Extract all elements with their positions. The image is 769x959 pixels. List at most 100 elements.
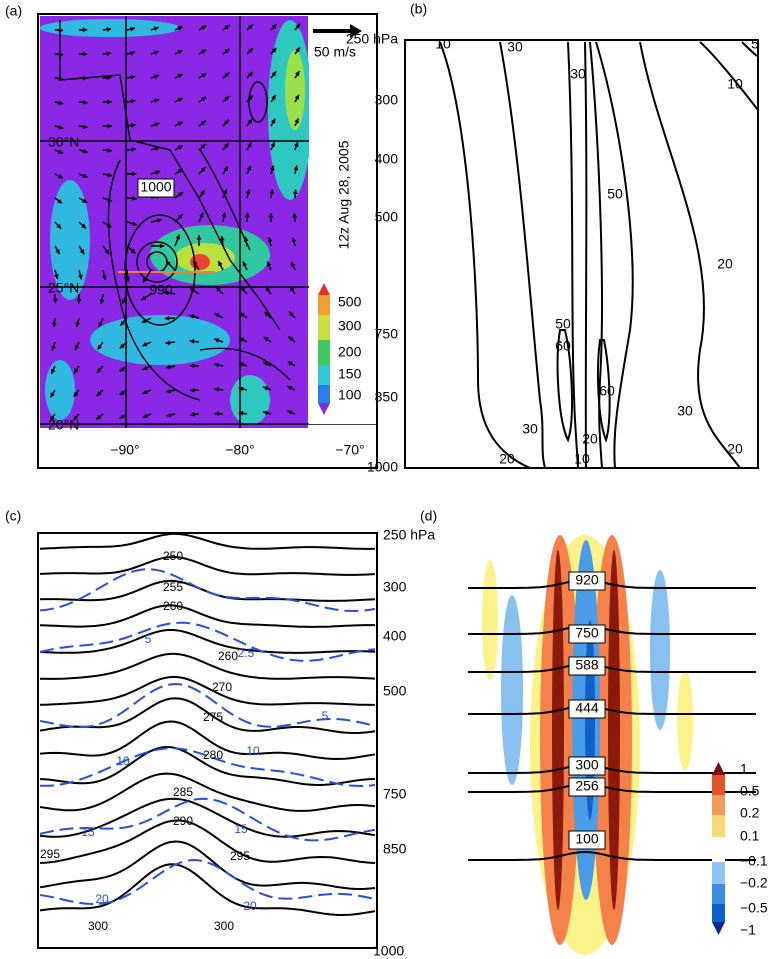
theta-label: 255: [163, 580, 183, 594]
contour-label: 50: [607, 186, 623, 202]
wind-vector-head: [193, 260, 198, 266]
theta-contour: [39, 532, 376, 550]
theta-contour: [39, 797, 376, 838]
wind-vector-head: [107, 172, 113, 178]
contour-label: 444: [575, 700, 599, 716]
wind-vector-head: [177, 97, 183, 103]
theta-contour: [39, 819, 376, 864]
contour-label: 1000: [140, 179, 171, 195]
wind-vector-head: [131, 171, 137, 177]
colorbar-label: 1: [740, 761, 748, 777]
wind-vector-head: [287, 410, 293, 415]
wind-label: 20: [95, 892, 109, 906]
wind-vector-head: [165, 260, 171, 266]
wind-vector-head: [248, 24, 254, 30]
wind-vector-head: [131, 147, 137, 152]
shading: [677, 670, 693, 770]
wind-vector-head: [142, 365, 148, 371]
wind-vector-head: [142, 342, 148, 347]
wind-label: 15: [234, 822, 248, 836]
pressure-label: 750: [375, 326, 399, 342]
contour: [468, 624, 756, 635]
wind-vector-head: [166, 412, 172, 418]
pressure-label: 1000: [373, 943, 404, 959]
wind-vector-head: [132, 196, 137, 201]
panel-d: [468, 535, 756, 955]
theta-contour: [39, 772, 376, 812]
wind-vector-head: [142, 389, 148, 394]
wind-vector-head: [221, 212, 227, 218]
wind-vector-head: [82, 75, 88, 81]
label-box: [568, 777, 606, 797]
shading: [482, 560, 498, 680]
panel-frame: [37, 532, 378, 949]
wind-vector-head: [290, 286, 295, 292]
wind-vector-head: [75, 322, 81, 328]
contour-label: 256: [575, 778, 599, 794]
wind-vector-head: [78, 274, 83, 280]
wind-vector-head: [214, 362, 220, 368]
wind-vector-head: [222, 189, 228, 195]
wind-vector-head: [200, 190, 205, 196]
wind-vector-head: [178, 168, 184, 174]
colorbar-segment: [318, 283, 330, 295]
contour: [741, 41, 758, 57]
wind-vector-head: [58, 149, 64, 154]
wind-vector-head: [189, 338, 195, 344]
pressure-label: 400: [383, 628, 407, 644]
colorbar-label: 0.1: [740, 828, 760, 844]
wind-vector-head: [177, 50, 183, 55]
wind-vector-head: [58, 124, 64, 130]
wind-vector-head: [238, 410, 244, 416]
time-label: 12z Aug 28, 2005: [336, 140, 352, 249]
wind-vector-head: [223, 166, 228, 172]
label-box: [568, 830, 606, 850]
wind-vector-head: [79, 249, 85, 255]
theta-label: 290: [173, 814, 193, 828]
colorbar-label: 500: [338, 294, 362, 310]
colorbar-segment: [712, 904, 725, 922]
wind-vector-head: [58, 51, 64, 57]
contour: [595, 41, 634, 469]
wind-vector-head: [287, 361, 293, 366]
theta-contour: [39, 745, 376, 787]
theta-contour: [39, 697, 376, 735]
wind-vector-head: [295, 23, 301, 29]
panel-frame: [37, 13, 378, 469]
contour-label: 30: [507, 39, 523, 55]
wind-vector-head: [76, 299, 82, 304]
wind-vector-head: [177, 214, 183, 220]
wind-vector-head: [271, 71, 277, 77]
panel-label: (b): [410, 1, 427, 17]
wind-label: 10: [246, 744, 260, 758]
labels: (a) 50 m/s 12z Aug 28, 2005 30°N 25°N 20°N −90…: [5, 1, 768, 959]
colorbar-label: 100: [338, 387, 362, 403]
wind-vector-head: [215, 287, 221, 292]
wind-vector-head: [239, 312, 245, 317]
contour-label: 60: [555, 338, 571, 354]
wind-vector-head: [107, 148, 112, 153]
wind-vector-head: [263, 337, 269, 342]
theta-contour: [39, 555, 376, 576]
label-box: [568, 624, 606, 644]
contour: [699, 41, 759, 111]
wind-vector-head: [130, 248, 136, 254]
wind-vector-head: [82, 148, 88, 154]
theta-label: 270: [212, 680, 232, 694]
wind-vector-head: [82, 124, 88, 130]
theta-label: 250: [163, 549, 183, 563]
wind-vector-head: [107, 123, 112, 129]
wind-vector-head: [224, 25, 230, 30]
wind-vector-head: [190, 411, 195, 417]
contour-label: 10: [574, 451, 590, 467]
wind-vector-head: [165, 340, 171, 346]
theta-label: 295: [230, 849, 250, 863]
contour-label: 20: [717, 256, 733, 272]
wind-vector-head: [104, 249, 110, 255]
contours: [468, 578, 756, 861]
wind-vector-head: [214, 387, 219, 392]
wind-vector-head: [96, 414, 102, 420]
wind-vector-head: [166, 388, 172, 394]
contour: [468, 850, 756, 861]
wind-vector-head: [154, 74, 160, 79]
